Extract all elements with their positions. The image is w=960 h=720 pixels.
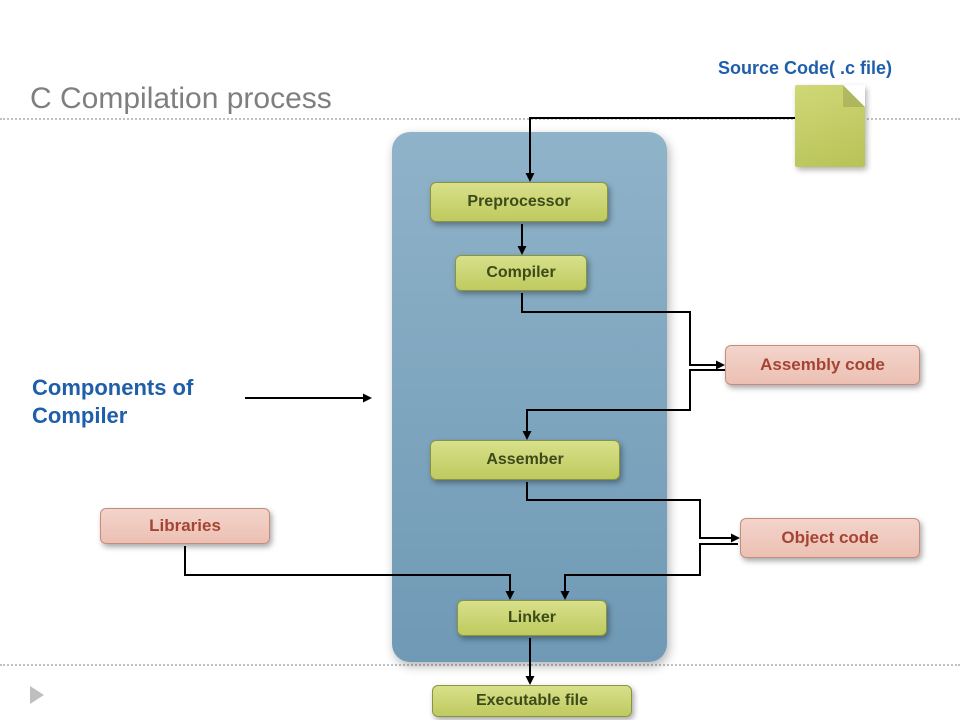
node-libraries-label: Libraries [149,516,221,536]
node-assembly-code: Assembly code [725,345,920,385]
source-file-icon [795,85,865,167]
node-executable: Executable file [432,685,632,717]
label-components-of-compiler: Components of Compiler [32,374,193,429]
node-assembler: Assember [430,440,620,480]
page-title: C Compilation process [30,82,332,116]
node-preprocessor: Preprocessor [430,182,608,222]
node-compiler-label: Compiler [486,264,555,282]
node-object-code: Object code [740,518,920,558]
node-assembly-code-label: Assembly code [760,355,885,375]
node-object-code-label: Object code [781,528,878,548]
separator-bottom [0,664,960,666]
slide-bullet-icon [30,686,44,704]
label-source-code: Source Code( .c file) [718,58,892,79]
node-linker-label: Linker [508,609,556,627]
label-components-line2: Compiler [32,402,193,430]
node-libraries: Libraries [100,508,270,544]
node-assembler-label: Assember [486,451,563,469]
node-compiler: Compiler [455,255,587,291]
node-preprocessor-label: Preprocessor [467,193,570,211]
node-linker: Linker [457,600,607,636]
label-components-line1: Components of [32,374,193,402]
node-executable-label: Executable file [476,692,588,710]
